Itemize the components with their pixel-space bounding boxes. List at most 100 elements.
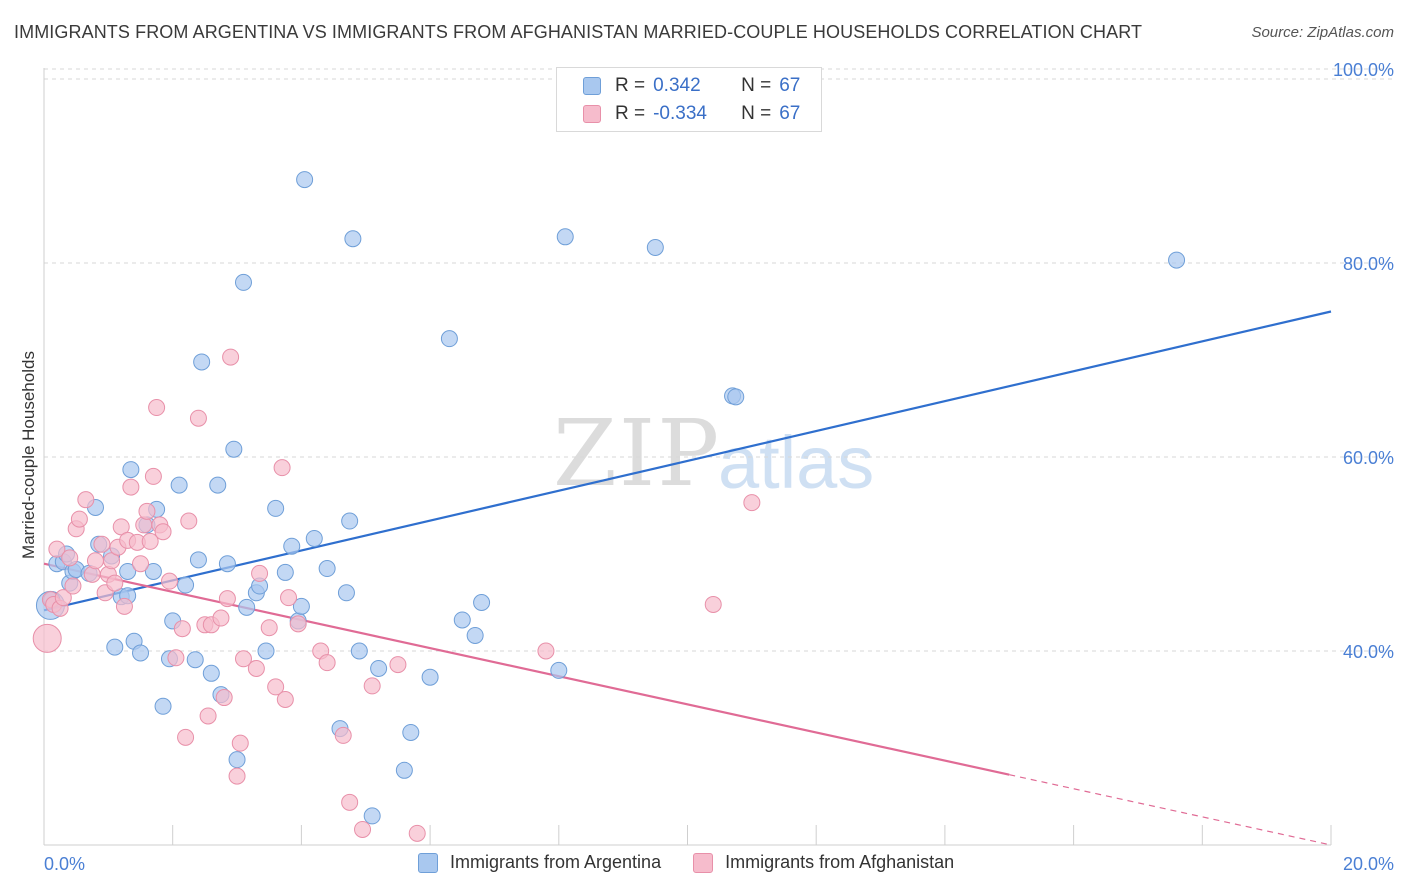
argentina-point [395,761,413,779]
afghanistan-point [247,659,265,677]
afghanistan-point [93,535,111,553]
legend-r-value: -0.334 [653,103,707,124]
afghanistan-point [61,549,79,567]
afghanistan-point [231,734,249,752]
afghanistan-point [743,494,761,512]
afghanistan-point [112,518,130,536]
argentina-point [337,584,355,602]
legend-swatch-pink [693,852,714,873]
y-axis-label: Married-couple Households [19,351,38,559]
argentina-point [189,551,207,569]
afghanistan-point [70,510,88,528]
chart-title: IMMIGRANTS FROM ARGENTINA VS IMMIGRANTS … [14,22,1143,42]
afghanistan-point [260,619,278,637]
argentina-point [154,697,172,715]
x-tick-label: 0.0% [44,854,85,874]
argentina-point [218,555,236,573]
afghanistan-point [132,555,150,573]
argentina-point [283,537,301,555]
argentina-point [296,171,314,189]
stats-legend: R = 0.342 N = 67 R = -0.334 N = 67 [556,67,822,132]
argentina-point [193,353,211,371]
tick-labels: 40.0% 60.0% 80.0% 100.0% 0.0% 20.0% [44,60,1394,874]
afghanistan-point [138,502,156,520]
afghanistan-point [389,656,407,674]
afghanistan-point [280,589,298,607]
afghanistan-point [106,574,124,592]
argentina-point [341,512,359,530]
source-label: Source: ZipAtlas.com [1251,24,1394,41]
argentina-point [234,273,252,291]
afghanistan-point [537,642,555,660]
argentina-point [1168,251,1186,269]
y-axis-label-wrap: Married-couple Households [18,330,40,580]
afghanistan-point [148,399,166,417]
legend-swatch-pink [583,105,601,123]
trend-line-dashed [1009,774,1332,846]
legend-label-afghanistan: Immigrants from Afghanistan [725,852,955,872]
trend-line-solid [43,562,1010,776]
argentina-point [267,499,285,517]
legend-row-afghanistan: R = -0.334 N = 67 [583,102,800,126]
argentina-point [646,238,664,256]
y-tick-label: 100.0% [1333,60,1394,80]
argentina-point [209,476,227,494]
argentina-point [202,664,220,682]
argentina-point [402,723,420,741]
afghanistan-point [160,572,178,590]
argentina-point [473,594,491,611]
argentina-point [228,751,246,769]
argentina-point [440,330,458,348]
afghanistan-point [363,677,381,695]
argentina-point [350,642,368,660]
afghanistan-point [228,767,246,785]
afghanistan-point [199,707,217,725]
y-tick-label: 40.0% [1343,642,1394,662]
afghanistan-point [115,597,133,615]
afghanistan-point [180,512,198,530]
legend-n-value: 67 [779,103,801,124]
afghanistan-point [144,467,162,485]
argentina-point [550,661,568,679]
legend-r-value: 0.342 [653,75,701,96]
legend-swatch-blue [583,77,601,95]
afghanistan-point [215,689,233,707]
argentina-point [305,529,323,547]
afghanistan-point [704,595,722,613]
afghanistan-point [48,540,66,558]
argentina-point [257,642,275,660]
legend-item-afghanistan[interactable]: Immigrants from Afghanistan [693,852,954,873]
afghanistan-point [251,564,269,582]
data-points [32,171,1186,842]
legend-item-argentina[interactable]: Immigrants from Argentina [418,852,661,873]
argentina-point [727,388,745,406]
argentina-point [238,598,256,616]
argentina-point [119,562,137,580]
afghanistan-point [103,552,121,570]
argentina-point [363,807,381,825]
axes [43,68,1332,846]
afghanistan-point [318,654,336,672]
legend-n-label: N = [741,103,772,124]
afghanistan-point [122,478,140,496]
afghanistan-point [234,650,252,668]
y-tick-label: 60.0% [1343,448,1394,468]
argentina-point [318,560,336,578]
argentina-point [144,562,162,580]
afghanistan-point [173,620,191,638]
afghanistan-point [32,623,62,653]
afghanistan-point [276,691,294,708]
legend-label-argentina: Immigrants from Argentina [450,852,662,872]
argentina-point [421,668,439,686]
argentina-point [225,440,243,458]
afghanistan-point [341,793,359,811]
afghanistan-point [273,459,291,477]
afghanistan-point [222,348,240,366]
afghanistan-point [86,552,104,570]
argentina-point [344,230,362,248]
legend-n-value: 67 [779,75,801,96]
afghanistan-point [354,820,372,838]
afghanistan-point [141,532,159,550]
afghanistan-point [212,609,230,627]
watermark-zip: ZIP [553,400,722,507]
